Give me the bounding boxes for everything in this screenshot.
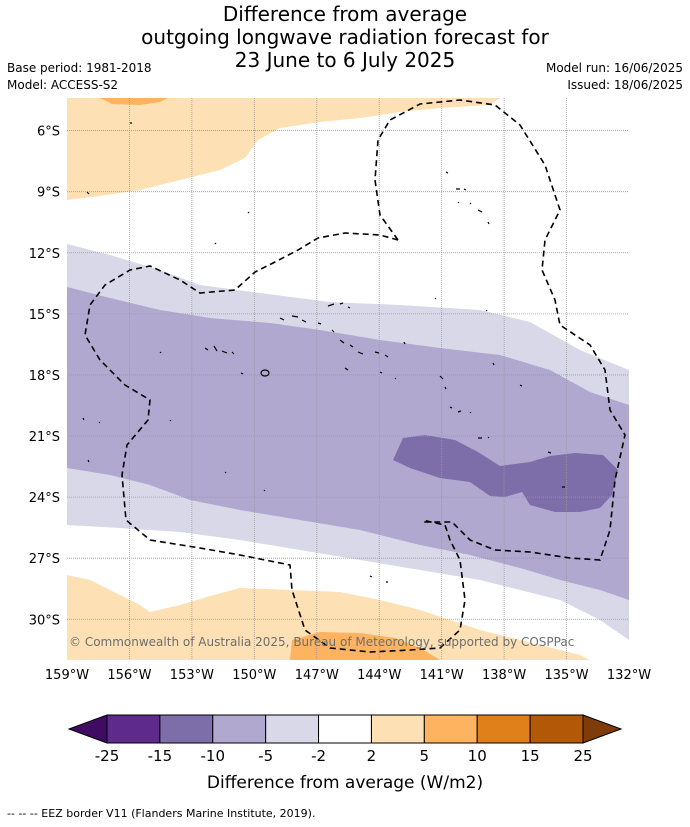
colorbar-segment (159, 714, 214, 744)
x-axis-labels: 159°W 156°W 153°W 150°W 147°W 144°W 141°W 138°W… (45, 668, 651, 683)
y-tick-label: 6°S (37, 125, 60, 140)
title-line-3: 23 June to 6 July 2025 (234, 48, 456, 72)
colorbar-tick-label: -2 (311, 747, 326, 765)
eez-border-east (374, 99, 626, 561)
model-run-text: Model run: 16/06/2025 (545, 61, 683, 75)
forecast-map: 159°W 156°W 153°W 150°W 147°W 144°W 141°W 138°W… (29, 98, 651, 793)
model-text: Model: ACCESS-S2 (7, 78, 119, 92)
x-tick-label: 144°W (357, 668, 401, 683)
colorbar-segment (106, 714, 161, 744)
x-tick-label: 147°W (295, 668, 339, 683)
island-group-gambier (434, 297, 565, 488)
y-tick-label: 30°S (29, 613, 60, 628)
copyright-text: © Commonwealth of Australia 2025, Bureau… (69, 635, 574, 649)
colorbar-tick-label: -10 (201, 747, 226, 765)
contour-band-m15-m10 (393, 435, 618, 512)
contour-top-orange (100, 98, 168, 105)
colorbar-segment (318, 714, 372, 744)
y-tick-label: 12°S (29, 247, 60, 262)
x-tick-label: 135°W (544, 668, 588, 683)
x-tick-label: 156°W (107, 668, 151, 683)
colorbar-tick-label: 2 (367, 747, 377, 765)
x-tick-label: 153°W (170, 668, 214, 683)
contour-band-m10-m5 (67, 287, 629, 600)
colorbar-tick-label: 5 (420, 747, 430, 765)
colorbar-segment (265, 714, 320, 744)
colorbar-segment (212, 714, 267, 744)
eez-borders (84, 99, 626, 653)
issued-text: Issued: 18/06/2025 (567, 78, 683, 92)
y-tick-label: 27°S (29, 552, 60, 567)
colorbar-tick-label: -5 (258, 747, 273, 765)
contour-field (67, 98, 629, 660)
colorbar-segment (476, 714, 531, 744)
x-tick-label: 150°W (232, 668, 276, 683)
colorbar-tick-label: -15 (148, 747, 173, 765)
colorbar-tick-label: 15 (521, 747, 540, 765)
colorbar-tick-label: -25 (95, 747, 120, 765)
x-tick-label: 141°W (420, 668, 464, 683)
x-tick-label: 132°W (607, 668, 651, 683)
gridlines (67, 98, 629, 660)
island-group-australs (82, 417, 388, 583)
islands (82, 122, 565, 583)
colorbar-segment (529, 714, 584, 744)
island-tahiti (260, 369, 270, 377)
colorbar-tick-label: 10 (468, 747, 487, 765)
island-group-northwest (86, 122, 250, 245)
colorbar-label: Difference from average (W/m2) (207, 773, 483, 793)
contour-top-positive (67, 98, 500, 200)
y-tick-label: 21°S (29, 430, 60, 445)
colorbar-tick-label: 25 (573, 747, 592, 765)
y-tick-label: 18°S (29, 369, 60, 384)
title-line-2: outgoing longwave radiation forecast for (141, 25, 549, 49)
y-tick-label: 15°S (29, 308, 60, 323)
contour-bottom-orange (290, 632, 440, 660)
base-period-text: Base period: 1981-2018 (7, 61, 152, 75)
island-group-tuamotu (279, 302, 406, 380)
island-group-marquesas (445, 171, 490, 225)
island-group-society (159, 345, 244, 375)
colorbar-under-arrow (67, 714, 108, 744)
colorbar-segment (423, 714, 478, 744)
contour-bottom-positive (67, 575, 590, 660)
x-tick-label: 159°W (45, 668, 89, 683)
y-axis-labels: 6°S 9°S 12°S 15°S 18°S 21°S 24°S 27°S 30°S (29, 125, 60, 629)
eez-border-west (84, 232, 466, 653)
y-tick-label: 9°S (37, 186, 60, 201)
x-tick-label: 138°W (482, 668, 526, 683)
y-tick-label: 24°S (29, 491, 60, 506)
eez-footnote: -- -- -- EEZ border V11 (Flanders Marine… (7, 807, 316, 820)
title-line-1: Difference from average (222, 2, 468, 26)
colorbar-segment (370, 714, 425, 744)
colorbar: -25 -15 -10 -5 -2 2 5 10 15 25 (67, 714, 623, 765)
colorbar-over-arrow (582, 714, 623, 744)
